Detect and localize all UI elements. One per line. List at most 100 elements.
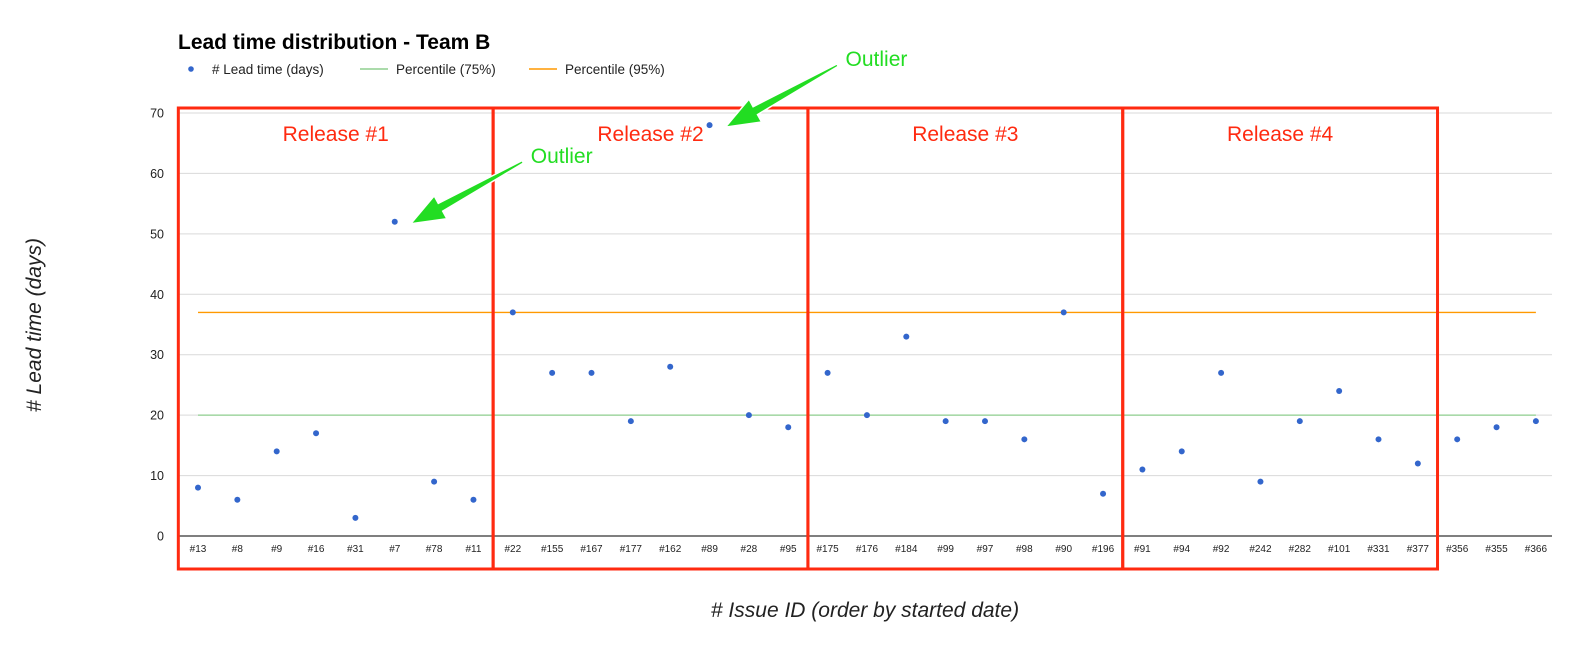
y-tick-label: 40 — [150, 288, 164, 302]
data-point — [431, 478, 438, 485]
data-point — [982, 418, 988, 425]
x-tick-label: #377 — [1407, 544, 1430, 555]
data-point — [1257, 478, 1264, 485]
release-box — [491, 106, 810, 571]
x-axis-ticks: #13 #8 #9 #16 #31 #7 #78 #11 #22 #155 #167 #177 #162… — [190, 544, 1548, 555]
y-tick-label: 70 — [150, 107, 164, 121]
release-label: Release #2 — [597, 123, 703, 146]
x-tick-label: #184 — [895, 544, 918, 555]
data-point — [1336, 387, 1343, 394]
data-point — [1532, 418, 1539, 425]
data-point — [785, 424, 792, 431]
x-tick-label: #16 — [308, 544, 325, 555]
data-point — [667, 363, 674, 370]
outlier-arrow — [723, 62, 840, 129]
data-point — [903, 333, 910, 340]
legend-label-lead-time: # Lead time (days) — [212, 62, 324, 77]
x-tick-label: #9 — [271, 544, 283, 555]
y-tick-label: 20 — [150, 409, 164, 423]
y-tick-label: 0 — [157, 530, 164, 544]
x-tick-label: #95 — [780, 544, 797, 555]
data-point — [706, 122, 713, 129]
chart-title: Lead time distribution - Team B — [178, 31, 490, 54]
release-box — [806, 106, 1125, 571]
outlier-callouts: Outlier Outlier — [408, 48, 908, 225]
data-point — [942, 418, 949, 425]
x-tick-label: #176 — [856, 544, 879, 555]
x-tick-label: #28 — [741, 544, 758, 555]
release-label: Release #4 — [1227, 123, 1334, 146]
x-tick-label: #22 — [504, 544, 521, 555]
data-point — [1139, 466, 1146, 473]
x-tick-label: #78 — [426, 544, 443, 555]
data-point — [1021, 436, 1028, 443]
data-point — [824, 369, 831, 376]
x-tick-label: #98 — [1016, 544, 1033, 555]
x-tick-label: #242 — [1249, 544, 1272, 555]
data-point — [1454, 436, 1461, 443]
data-point — [1100, 490, 1107, 497]
data-point — [391, 218, 398, 225]
x-tick-label: #97 — [977, 544, 994, 555]
x-tick-label: #7 — [389, 544, 401, 555]
x-tick-label: #91 — [1134, 544, 1151, 555]
data-point — [627, 418, 634, 425]
y-tick-label: 30 — [150, 348, 164, 362]
y-axis-ticks: 0 10 20 30 40 50 60 70 — [150, 107, 164, 544]
x-tick-label: #366 — [1525, 544, 1548, 555]
data-point — [470, 496, 477, 503]
data-point — [195, 484, 201, 491]
x-tick-label: #175 — [816, 544, 839, 555]
data-point — [1296, 418, 1303, 425]
x-tick-label: #355 — [1485, 544, 1508, 555]
y-axis-title: # Lead time (days) — [23, 238, 46, 412]
data-point — [1060, 309, 1067, 316]
data-point — [1493, 424, 1500, 431]
outlier-label: Outlier — [531, 145, 593, 168]
outlier-label: Outlier — [846, 48, 908, 71]
data-point — [1375, 436, 1382, 443]
gridlines — [178, 112, 1552, 537]
x-tick-label: #331 — [1367, 544, 1390, 555]
data-point — [863, 412, 870, 419]
data-point — [509, 309, 516, 316]
x-tick-label: #356 — [1446, 544, 1469, 555]
release-box — [1121, 106, 1440, 571]
data-point — [1218, 369, 1225, 376]
release-label: Release #3 — [912, 123, 1018, 146]
percentile-lines — [198, 311, 1536, 416]
x-tick-label: #94 — [1173, 544, 1190, 555]
data-point — [234, 496, 241, 503]
x-tick-label: #92 — [1213, 544, 1230, 555]
x-tick-label: #167 — [580, 544, 603, 555]
release-label: Release #1 — [283, 123, 389, 146]
x-tick-label: #13 — [190, 544, 207, 555]
x-tick-label: #101 — [1328, 544, 1351, 555]
x-tick-label: #31 — [347, 544, 364, 555]
x-tick-label: #155 — [541, 544, 564, 555]
outlier-arrow — [408, 159, 525, 225]
data-point — [745, 412, 752, 419]
x-tick-label: #162 — [659, 544, 682, 555]
x-tick-label: #282 — [1289, 544, 1312, 555]
x-tick-label: #90 — [1055, 544, 1072, 555]
x-tick-label: #8 — [232, 544, 244, 555]
release-boxes: Release #1 Release #2 Release #3 Release #4 — [176, 106, 1440, 571]
data-point — [273, 448, 280, 455]
x-tick-label: #177 — [620, 544, 643, 555]
data-point — [1178, 448, 1185, 455]
legend-label-p75: Percentile (75%) — [396, 62, 496, 77]
data-point — [1414, 460, 1421, 467]
legend-label-p95: Percentile (95%) — [565, 62, 665, 77]
y-tick-label: 10 — [150, 469, 164, 483]
x-tick-label: #99 — [937, 544, 954, 555]
release-box — [176, 106, 495, 571]
data-point — [313, 430, 320, 437]
x-tick-label: #196 — [1092, 544, 1115, 555]
data-point — [549, 369, 556, 376]
x-axis-title: # Issue ID (order by started date) — [711, 599, 1019, 622]
data-point — [352, 514, 359, 521]
legend-marker-lead-time — [188, 66, 194, 72]
x-tick-label: #89 — [701, 544, 718, 555]
y-tick-label: 60 — [150, 167, 164, 181]
